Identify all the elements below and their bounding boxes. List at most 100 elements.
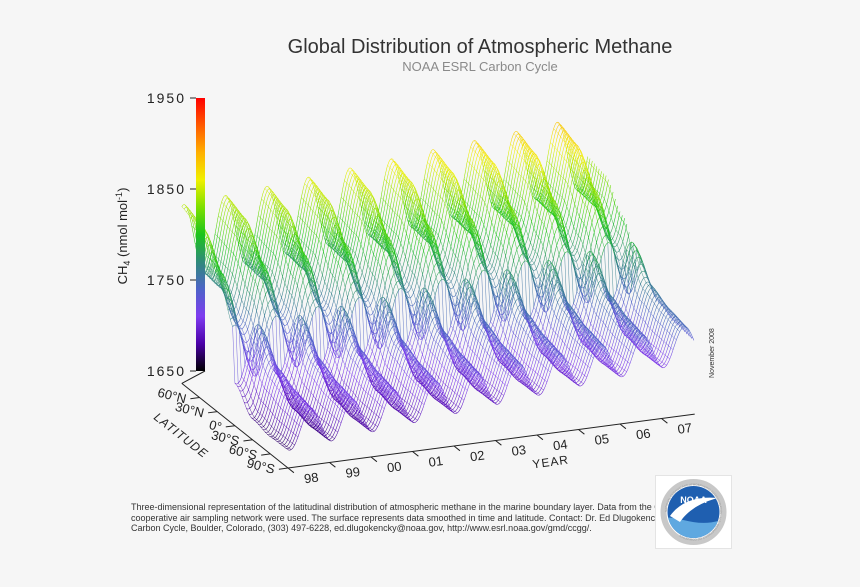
mesh-segment [568, 238, 571, 242]
mesh-segment [556, 126, 558, 130]
mesh-segment [450, 257, 453, 264]
mesh-segment [473, 211, 475, 218]
mesh-segment [357, 209, 359, 216]
mesh-segment [440, 188, 443, 195]
mesh-segment [485, 258, 488, 262]
mesh-segment [234, 273, 237, 280]
mesh-segment [562, 204, 564, 210]
mesh-segment [364, 272, 367, 278]
mesh-segment [305, 184, 308, 189]
mesh-segment [358, 217, 360, 225]
mesh-segment [314, 208, 317, 214]
mesh-segment [306, 177, 308, 180]
mesh-segment [513, 179, 515, 187]
mesh-segment [522, 174, 525, 181]
mesh-segment [311, 264, 314, 269]
mesh-segment [386, 188, 389, 196]
mesh-segment [483, 218, 486, 225]
mesh-segment [346, 204, 349, 212]
mesh-segment [369, 248, 372, 255]
mesh-segment [492, 185, 495, 193]
mesh-segment [397, 168, 400, 174]
mesh-segment [526, 186, 528, 194]
mesh-segment [557, 184, 560, 192]
mesh-segment [392, 203, 395, 211]
mesh-segment [604, 207, 607, 212]
mesh-segment [437, 177, 439, 184]
mesh-segment [445, 175, 447, 182]
mesh-segment [343, 178, 346, 185]
mesh-segment [561, 195, 563, 202]
mesh-segment [439, 252, 442, 257]
mesh-segment [373, 248, 375, 255]
mesh-segment [338, 204, 341, 212]
mesh-segment [443, 238, 446, 245]
mesh-segment [522, 160, 525, 167]
mesh-segment [393, 227, 395, 234]
mesh-segment [215, 224, 217, 232]
mesh-segment [409, 225, 412, 228]
mesh-segment [269, 248, 272, 256]
mesh-segment [317, 287, 320, 291]
mesh-segment [349, 171, 352, 174]
mesh-segment [236, 313, 239, 316]
mesh-segment [537, 185, 540, 191]
mesh-segment [388, 168, 390, 174]
mesh-segment [441, 231, 443, 238]
mesh-segment [269, 263, 272, 269]
mesh-segment [554, 172, 557, 180]
mesh-segment [510, 193, 513, 200]
mesh-segment [299, 197, 302, 205]
mesh-segment [307, 214, 310, 222]
mesh-segment [353, 197, 356, 204]
mesh-segment [309, 194, 311, 200]
mesh-segment [605, 185, 608, 192]
mesh-segment [307, 199, 310, 206]
mesh-segment [519, 150, 522, 155]
chart-title: Global Distribution of Atmospheric Metha… [230, 36, 730, 59]
mesh-segment [515, 135, 517, 138]
mesh-segment [265, 186, 267, 188]
mesh-segment [309, 233, 312, 240]
mesh-segment [396, 223, 399, 230]
mesh-segment [317, 204, 319, 212]
mesh-segment [567, 145, 570, 152]
mesh-segment [302, 186, 305, 192]
mesh-segment [487, 191, 490, 198]
mesh-segment [556, 159, 559, 167]
mesh-segment [562, 158, 565, 166]
mesh-segment [543, 180, 546, 188]
mesh-segment [321, 209, 324, 216]
mesh-segment [345, 181, 348, 187]
mesh-segment [389, 231, 392, 238]
mesh-segment [395, 168, 397, 172]
mesh-segment [356, 200, 358, 207]
mesh-segment [231, 216, 234, 221]
mesh-segment [533, 171, 536, 176]
mesh-segment [432, 171, 435, 178]
mesh-segment [284, 252, 287, 255]
mesh-segment [258, 204, 261, 212]
mesh-segment [440, 170, 443, 178]
mesh-segment [486, 238, 489, 244]
mesh-segment [370, 232, 373, 237]
mesh-segment [425, 164, 428, 171]
mesh-segment [404, 207, 407, 214]
mesh-segment [402, 226, 405, 234]
mesh-segment [427, 213, 430, 220]
mesh-segment [281, 292, 284, 298]
mesh-segment [301, 215, 304, 223]
mesh-segment [262, 190, 265, 195]
mesh-segment [566, 198, 569, 205]
mesh-segment [325, 228, 328, 235]
mesh-segment [467, 197, 470, 205]
mesh-segment [461, 184, 464, 192]
mesh-segment [409, 247, 412, 254]
mesh-segment [319, 247, 321, 254]
mesh-segment [363, 290, 366, 294]
mesh-segment [390, 171, 393, 177]
mesh-segment [563, 182, 566, 190]
mesh-segment [240, 299, 242, 306]
mesh-segment [389, 165, 392, 170]
mesh-segment [549, 183, 552, 190]
